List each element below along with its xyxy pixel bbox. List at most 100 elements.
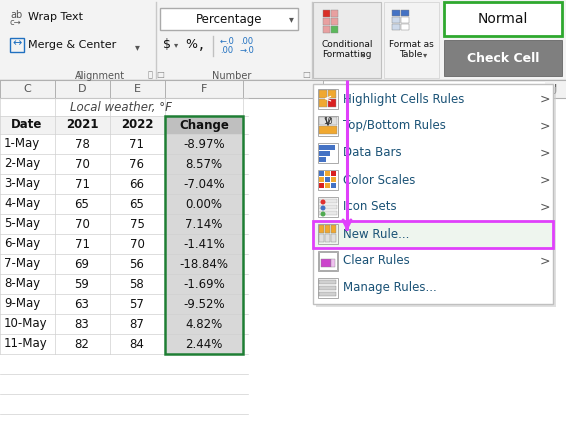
Text: -1.41%: -1.41% — [183, 237, 225, 250]
Text: 56: 56 — [130, 258, 144, 270]
Text: 71: 71 — [75, 237, 89, 250]
Bar — [384, 2, 439, 78]
Bar — [319, 177, 324, 182]
Text: >: > — [540, 120, 550, 132]
Bar — [0, 174, 243, 194]
Bar — [0, 334, 243, 354]
Bar — [316, 87, 556, 307]
Text: 78: 78 — [75, 137, 89, 151]
Bar — [325, 183, 330, 188]
Text: 83: 83 — [75, 318, 89, 330]
Bar — [314, 221, 552, 248]
Text: ↔: ↔ — [12, 38, 22, 48]
Text: c→: c→ — [10, 18, 22, 27]
Text: 76: 76 — [130, 157, 144, 170]
Bar — [328, 99, 336, 107]
Text: Percentage: Percentage — [196, 13, 262, 25]
Bar — [0, 134, 243, 154]
Text: 82: 82 — [75, 338, 89, 351]
Bar — [328, 90, 336, 98]
Bar — [325, 225, 330, 233]
Bar — [319, 225, 324, 233]
Text: 71: 71 — [130, 137, 144, 151]
Text: →.0: →.0 — [240, 46, 255, 55]
Bar — [165, 214, 243, 234]
Text: Merge & Center: Merge & Center — [28, 40, 116, 50]
Text: 3-May: 3-May — [4, 178, 40, 190]
Text: Change: Change — [179, 118, 229, 132]
Bar — [323, 10, 330, 17]
Text: 57: 57 — [130, 297, 144, 310]
Text: 11-May: 11-May — [4, 338, 48, 351]
Bar — [319, 171, 324, 176]
Bar — [401, 17, 409, 23]
Text: 4.82%: 4.82% — [186, 318, 222, 330]
Text: -1.69%: -1.69% — [183, 277, 225, 291]
Text: 2021: 2021 — [66, 118, 98, 132]
Text: C: C — [23, 84, 31, 94]
Bar — [392, 17, 400, 23]
Bar — [0, 0, 566, 80]
Text: 2.44%: 2.44% — [185, 338, 222, 351]
Text: -9.52%: -9.52% — [183, 297, 225, 310]
Text: -8.97%: -8.97% — [183, 137, 225, 151]
Text: >: > — [540, 255, 550, 267]
Bar — [10, 38, 24, 52]
Text: 70: 70 — [130, 237, 144, 250]
Text: 10-May: 10-May — [4, 318, 48, 330]
Circle shape — [320, 200, 325, 204]
Bar — [319, 126, 337, 134]
Bar — [0, 254, 243, 274]
Bar — [319, 211, 337, 215]
Text: 66: 66 — [130, 178, 144, 190]
Text: 59: 59 — [75, 277, 89, 291]
Text: 70: 70 — [75, 157, 89, 170]
Text: ←.0: ←.0 — [220, 37, 235, 46]
Bar — [321, 259, 331, 267]
Text: 87: 87 — [130, 318, 144, 330]
Bar — [545, 80, 566, 98]
Circle shape — [320, 206, 325, 211]
Bar — [319, 117, 337, 125]
Text: 2022: 2022 — [121, 118, 153, 132]
Text: F: F — [201, 84, 207, 94]
Text: 71: 71 — [75, 178, 89, 190]
Text: <: < — [324, 94, 332, 104]
Bar — [319, 145, 335, 150]
Text: Format as: Format as — [389, 40, 434, 49]
Bar — [392, 10, 400, 16]
Bar — [165, 274, 243, 294]
Bar — [318, 197, 338, 217]
Text: 8-May: 8-May — [4, 277, 40, 291]
Text: 75: 75 — [130, 217, 144, 231]
Bar — [323, 18, 330, 25]
Bar — [319, 292, 336, 296]
Text: 4-May: 4-May — [4, 198, 40, 211]
Text: 0.00%: 0.00% — [186, 198, 222, 211]
Bar — [165, 134, 243, 154]
Bar — [401, 10, 409, 16]
Bar — [331, 171, 336, 176]
Text: Manage Rules...: Manage Rules... — [343, 281, 437, 294]
Text: Number: Number — [212, 71, 252, 81]
Bar — [313, 84, 553, 304]
Bar — [444, 2, 562, 36]
Bar — [165, 314, 243, 334]
Bar — [331, 26, 338, 33]
Text: ⧉: ⧉ — [148, 70, 153, 79]
Bar — [323, 26, 330, 33]
Text: 9-May: 9-May — [4, 297, 40, 310]
Text: Top/Bottom Rules: Top/Bottom Rules — [343, 120, 446, 132]
Text: J: J — [554, 84, 556, 94]
Bar — [0, 116, 243, 134]
Text: 58: 58 — [130, 277, 144, 291]
Text: >: > — [540, 146, 550, 159]
Circle shape — [320, 212, 325, 217]
Bar — [0, 314, 243, 334]
Bar — [165, 116, 243, 354]
Bar — [331, 183, 336, 188]
Bar — [318, 251, 338, 271]
Text: 8.57%: 8.57% — [186, 157, 222, 170]
Text: >: > — [540, 201, 550, 214]
Text: >: > — [540, 93, 550, 105]
